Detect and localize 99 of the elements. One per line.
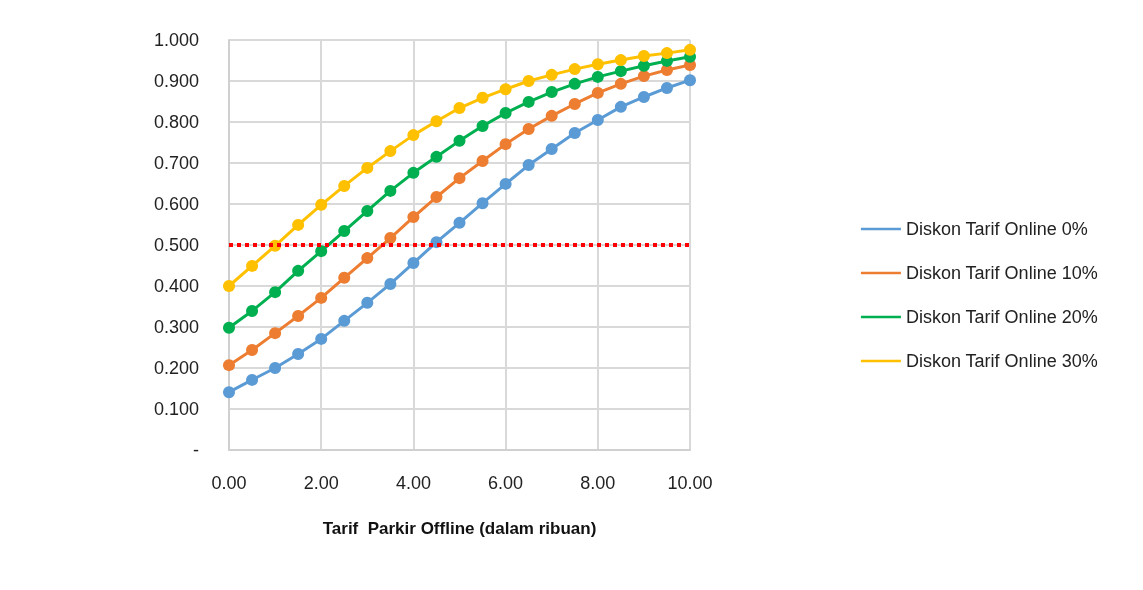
point bbox=[223, 321, 235, 334]
point bbox=[545, 109, 558, 122]
x-tick-label: 0.00 bbox=[211, 473, 247, 493]
legend-label: Diskon Tarif Online 20% bbox=[905, 307, 1098, 327]
point bbox=[407, 129, 420, 142]
point bbox=[545, 68, 558, 81]
point bbox=[476, 154, 489, 167]
y-tick-label: 0.700 bbox=[153, 153, 199, 173]
point bbox=[269, 362, 282, 374]
point bbox=[545, 86, 558, 99]
point bbox=[568, 63, 581, 76]
point bbox=[269, 327, 282, 340]
point bbox=[246, 373, 259, 386]
point bbox=[614, 77, 627, 90]
point bbox=[269, 286, 282, 299]
x-tick-label: 2.00 bbox=[303, 473, 339, 493]
point bbox=[476, 120, 489, 133]
point bbox=[476, 91, 489, 104]
point bbox=[384, 277, 397, 290]
point bbox=[614, 54, 627, 67]
point bbox=[614, 65, 627, 78]
point bbox=[223, 359, 235, 372]
point bbox=[223, 386, 235, 399]
point bbox=[660, 81, 673, 94]
point bbox=[292, 348, 305, 361]
point bbox=[361, 161, 374, 174]
point bbox=[361, 252, 374, 265]
point bbox=[499, 106, 512, 119]
point bbox=[453, 216, 466, 229]
point bbox=[407, 166, 420, 179]
point bbox=[407, 211, 420, 224]
point bbox=[522, 122, 535, 135]
point bbox=[545, 143, 558, 156]
point bbox=[315, 291, 328, 304]
point bbox=[660, 47, 673, 60]
point bbox=[384, 232, 397, 245]
point bbox=[591, 58, 604, 71]
point bbox=[453, 102, 466, 115]
point bbox=[361, 296, 374, 309]
point bbox=[499, 138, 512, 151]
point bbox=[430, 191, 443, 204]
point bbox=[361, 204, 374, 217]
point bbox=[246, 305, 259, 318]
y-tick-label: 0.900 bbox=[153, 71, 199, 91]
point bbox=[430, 115, 443, 128]
point bbox=[637, 90, 650, 103]
y-tick-label: 0.600 bbox=[153, 194, 199, 214]
point bbox=[315, 332, 328, 345]
point bbox=[453, 134, 466, 147]
point bbox=[338, 225, 351, 238]
y-tick-label: 0.400 bbox=[153, 276, 199, 296]
point bbox=[384, 184, 397, 197]
point bbox=[246, 343, 259, 356]
point bbox=[522, 75, 535, 87]
point bbox=[223, 280, 235, 292]
y-tick-label: 0.200 bbox=[153, 358, 199, 378]
point bbox=[292, 309, 305, 322]
legend-label: Diskon Tarif Online 0% bbox=[905, 219, 1088, 239]
x-tick-label: 6.00 bbox=[488, 473, 524, 493]
point bbox=[246, 259, 259, 272]
point bbox=[338, 179, 351, 192]
point bbox=[684, 74, 696, 87]
y-tick-label: - bbox=[193, 440, 199, 460]
point bbox=[637, 70, 650, 83]
x-tick-label: 10.00 bbox=[667, 473, 713, 493]
y-tick-label: 0.100 bbox=[153, 399, 199, 419]
point bbox=[522, 159, 535, 172]
point bbox=[591, 86, 604, 99]
y-tick-label: 0.300 bbox=[153, 317, 199, 337]
point bbox=[568, 97, 581, 110]
y-tick-label: 0.500 bbox=[153, 235, 199, 255]
point bbox=[499, 83, 512, 96]
point bbox=[568, 77, 581, 90]
point bbox=[430, 150, 443, 163]
point bbox=[292, 264, 305, 277]
point bbox=[614, 100, 627, 113]
point bbox=[407, 257, 420, 270]
y-tick-label: 1.000 bbox=[153, 30, 199, 50]
x-tick-label: 8.00 bbox=[580, 473, 616, 493]
point bbox=[384, 145, 397, 158]
point bbox=[568, 127, 581, 140]
point bbox=[453, 172, 466, 185]
point bbox=[591, 113, 604, 126]
legend-label: Diskon Tarif Online 30% bbox=[905, 351, 1098, 371]
point bbox=[637, 49, 650, 62]
point bbox=[684, 43, 696, 56]
point bbox=[499, 177, 512, 190]
legend-label: Diskon Tarif Online 10% bbox=[905, 263, 1098, 283]
y-tick-label: 0.800 bbox=[153, 112, 199, 132]
x-tick-label: 4.00 bbox=[395, 473, 431, 493]
point bbox=[591, 70, 604, 83]
point bbox=[338, 271, 351, 284]
point bbox=[315, 245, 328, 258]
point bbox=[476, 197, 489, 210]
x-axis-title: Tarif Parkir Offline (dalam ribuan) bbox=[322, 519, 597, 538]
point bbox=[522, 95, 535, 108]
point bbox=[315, 198, 328, 211]
point bbox=[292, 218, 305, 231]
point bbox=[338, 314, 351, 327]
